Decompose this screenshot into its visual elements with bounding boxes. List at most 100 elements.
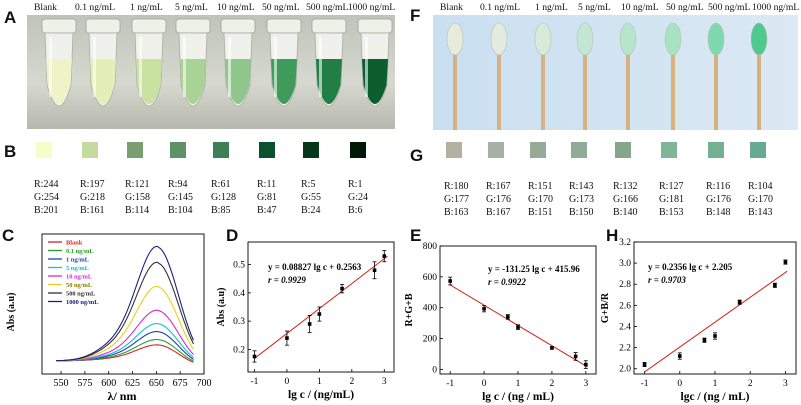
d-frame [247, 241, 395, 373]
panel-label-e: E [410, 226, 422, 245]
g-swatch-1 [488, 142, 504, 158]
swab-tip-7 [750, 22, 768, 56]
e-point-4 [550, 346, 554, 350]
conc-label-a-4: 10 ng/mL [217, 2, 255, 13]
tube-liquid-4 [225, 59, 251, 104]
b-rgb-g-6: G:55 [301, 192, 321, 203]
e-point-6 [584, 362, 588, 367]
d-xtick-label-3: 2 [349, 377, 354, 387]
e-xlabel: lg c / (ng / mL) [482, 391, 554, 403]
b-rgb-r-2: R:121 [125, 179, 150, 190]
b-rgb-g-1: G:218 [80, 192, 105, 203]
conc-label-a-7: 1000 ng/mL [348, 2, 396, 13]
d-ytick-label-0: 0.2 [233, 345, 245, 355]
conc-label-a-3: 5 ng/mL [175, 2, 208, 13]
c-series-7 [56, 245, 195, 362]
b-swatch-7 [350, 142, 366, 158]
tube-4 [220, 18, 256, 107]
swab-tip-1 [490, 22, 508, 56]
g-rgb-r-3: R:143 [569, 181, 594, 192]
h-xtick-label-1: 0 [677, 379, 682, 389]
conc-label-f-6: 500 ng/mL [708, 2, 751, 13]
g-swatch-5 [661, 142, 677, 158]
b-rgb-g-4: G:128 [211, 192, 236, 203]
g-rgb-g-5: G:181 [659, 194, 684, 205]
panel-label-f: F [410, 6, 421, 25]
panel-h-chart: -1 0 1 2 3 2.0 2.2 2.4 2.6 2.8 3.0 3.2 y = 0.2356 lg… [600, 238, 797, 403]
b-swatch-5 [259, 142, 275, 158]
d-xtick-label-1: 0 [285, 377, 290, 387]
g-rgb-g-2: G:170 [528, 194, 553, 205]
tube-0 [41, 18, 77, 107]
c-xtick-label-1: 575 [77, 378, 92, 389]
swab-tip-2 [534, 22, 552, 56]
g-rgb-b-7: B:143 [748, 207, 773, 218]
tube-liquid-6 [316, 59, 342, 104]
h-point-3 [713, 334, 717, 338]
d-point-2 [307, 322, 312, 326]
panel-label-c: C [2, 226, 15, 245]
e-point-0 [448, 279, 452, 283]
e-xtick-label-3: 2 [550, 379, 555, 389]
g-rgb-b-0: B:163 [444, 207, 469, 218]
conc-label-a-2: 1 ng/mL [130, 2, 163, 13]
swab-3 [576, 22, 594, 130]
conc-label-f-1: 0.1 ng/mL [480, 2, 520, 13]
h-ytick-label-2: 2.4 [619, 322, 631, 332]
g-rgb-r-2: R:151 [528, 181, 553, 192]
g-swatch-3 [571, 142, 587, 158]
panel-label-h: H [606, 226, 619, 245]
c-xtick-label-5: 675 [173, 378, 188, 389]
d-point-1 [285, 336, 289, 340]
h-ytick-label-6: 3.2 [619, 238, 631, 248]
g-rgb-b-1: B:167 [486, 207, 511, 218]
conc-label-a-0: Blank [34, 2, 57, 13]
e-ytick-label-2: 400 [423, 304, 438, 314]
h-ytick-label-0: 2.0 [619, 365, 631, 375]
c-legend-label-0: Blank [66, 240, 83, 247]
g-rgb-b-6: B:148 [706, 207, 731, 218]
tube-liquid-1 [90, 59, 116, 104]
swab-2 [534, 22, 552, 130]
b-rgb-g-3: G:145 [168, 192, 193, 203]
swabs-image [433, 15, 798, 130]
b-rgb-r-6: R:5 [301, 179, 316, 190]
b-rgb-b-0: B:201 [34, 205, 59, 216]
b-rgb-b-2: B:114 [125, 205, 150, 216]
h-r-value: r = 0.9703 [648, 275, 686, 285]
c-legend-label-1: 0.1 ng/mL [66, 248, 94, 255]
swab-tip-0 [446, 22, 464, 56]
b-swatch-0 [36, 142, 52, 158]
swab-5 [664, 22, 682, 130]
d-point-5 [372, 268, 377, 273]
b-rgb-r-0: R:244 [34, 179, 59, 190]
b-rgb-g-7: G:24 [348, 192, 368, 203]
h-xtick-label-0: -1 [641, 379, 649, 389]
b-rgb-r-4: R:61 [211, 179, 231, 190]
g-rgb-b-3: B:150 [569, 207, 594, 218]
c-legend-label-2: 1 ng/mL [66, 257, 89, 264]
panel-label-d: D [226, 226, 239, 245]
b-swatch-6 [303, 142, 319, 158]
conc-label-f-5: 50 ng/mL [666, 2, 704, 13]
d-point-0 [252, 354, 257, 359]
g-rgb-r-6: R:116 [706, 181, 731, 192]
e-point-2 [506, 315, 510, 319]
e-ylabel: R+G+B [404, 293, 415, 326]
h-point-1 [677, 354, 682, 358]
d-xlabel: lg c / (ng/mL) [288, 389, 354, 401]
c-xtick-label-4: 650 [149, 378, 164, 389]
g-rgb-r-1: R:167 [486, 181, 511, 192]
g-swatch-4 [615, 142, 631, 158]
h-point-5 [773, 283, 777, 288]
h-xtick-label-2: 1 [713, 379, 718, 389]
g-rgb-g-6: G:176 [706, 194, 731, 205]
h-fit-line [644, 270, 788, 373]
g-rgb-g-1: G:176 [486, 194, 511, 205]
tube-liquid-5 [271, 59, 297, 104]
b-swatch-2 [127, 142, 143, 158]
e-ytick-label-4: 800 [423, 242, 438, 252]
conc-label-f-4: 10 ng/mL [621, 2, 659, 13]
h-xlabel: lgc / (ng / mL) [681, 391, 750, 403]
panel-label-b: B [4, 142, 17, 161]
